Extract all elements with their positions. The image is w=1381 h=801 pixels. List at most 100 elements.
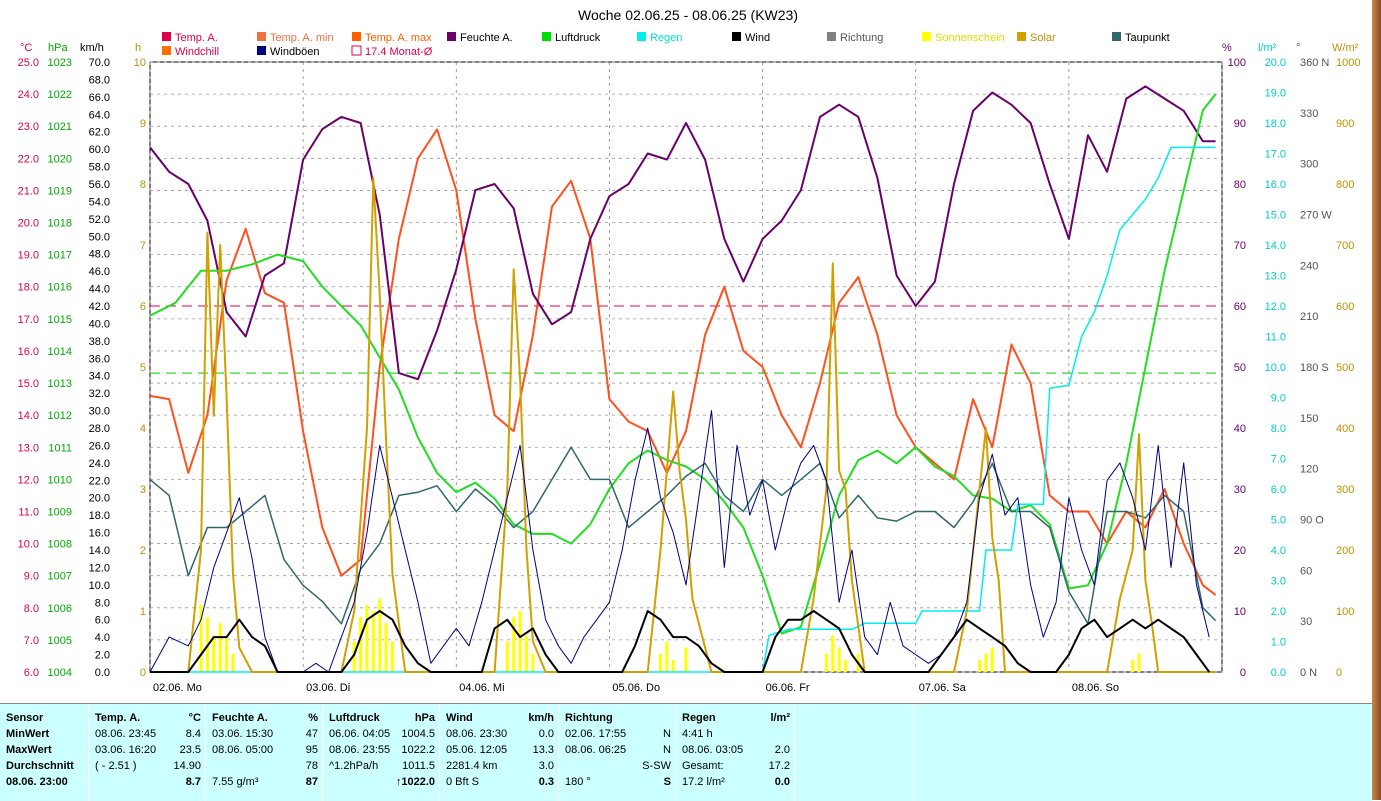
y-tick-temp: 25.0 [18, 57, 39, 69]
temp-max-time: 03.06. 16:20 [95, 744, 157, 756]
y-tick-h: 6 [140, 301, 146, 313]
x-tick-label: 05.06. Do [612, 682, 660, 694]
legend-taupunkt: Taupunkt [1125, 32, 1170, 44]
temp-avg-value: 14.90 [173, 760, 201, 772]
regen-current-extra: 17.2 l/m² [682, 776, 725, 788]
y-tick-kmh: 52.0 [89, 214, 110, 226]
y-tick-deg: 270 W [1300, 210, 1332, 222]
sunshine-bar [390, 641, 394, 672]
sunshine-bar [671, 659, 675, 672]
y-tick-wm2: 700 [1336, 240, 1354, 252]
y-tick-kmh: 44.0 [89, 284, 110, 296]
wind-unit: km/h [528, 712, 554, 724]
grid [149, 61, 1223, 673]
y-tick-hpa: 1011 [48, 442, 72, 454]
sensor-max: MaxWert [6, 744, 52, 756]
y-tick-temp: 19.0 [18, 250, 39, 262]
y-tick-h: 1 [140, 606, 146, 618]
regen-total-label: Gesamt: [682, 760, 724, 772]
feuchte-avg-value: 78 [305, 760, 318, 772]
axis-unit-deg: ° [1296, 42, 1300, 54]
druck-current-value: ↑1022.0 [395, 776, 435, 788]
y-tick-kmh: 50.0 [89, 231, 110, 243]
legend-richtung: Richtung [840, 32, 883, 44]
y-tick-h: 9 [140, 118, 146, 130]
y-tick-wm2: 1000 [1336, 57, 1360, 69]
y-tick-wm2: 600 [1336, 301, 1354, 313]
sunshine-bar [1137, 653, 1141, 672]
weather-chart: Woche 02.06.25 - 08.06.25 (KW23) Temp. A… [17, 7, 1361, 694]
legend-wind: Wind [745, 32, 770, 44]
y-tick-pct: 0 [1240, 667, 1246, 679]
legend-swatch-feuchte [447, 32, 456, 41]
sunshine-bar [512, 617, 516, 672]
feuchte-min-time: 03.06. 15:30 [212, 728, 274, 740]
y-tick-hpa: 1006 [48, 603, 72, 615]
druck-unit: hPa [414, 712, 435, 724]
regen-head: Regen [682, 712, 716, 724]
sunshine-bar [831, 635, 835, 672]
sunshine-bar [231, 653, 235, 672]
y-tick-lm2: 11.0 [1265, 332, 1286, 344]
y-tick-pct: 40 [1234, 423, 1246, 435]
axis-unit-wm2: W/m² [1332, 42, 1359, 54]
sunshine-bar [531, 653, 535, 672]
y-tick-kmh: 62.0 [89, 127, 110, 139]
stats-col-druck: Luftdruck hPa 06.06. 04:05 1004.5 08.06. 2… [323, 704, 440, 801]
y-tick-kmh: 24.0 [89, 458, 110, 470]
sunshine-bars [199, 598, 1141, 672]
y-tick-hpa: 1004 [48, 667, 72, 679]
y-tick-temp: 21.0 [18, 185, 39, 197]
temp-max-value: 23.5 [179, 744, 201, 756]
y-tick-hpa: 1022 [48, 89, 72, 101]
sunshine-bar [505, 641, 509, 672]
y-tick-deg: 240 [1300, 260, 1318, 272]
temp-avg-extra: ( - 2.51 ) [95, 760, 137, 772]
y-tick-pct: 70 [1234, 240, 1246, 252]
temp-head: Temp. A. [95, 712, 141, 724]
wind-min-value: 0.0 [538, 728, 554, 740]
y-tick-hpa: 1023 [48, 57, 72, 69]
feuchte-max-value: 95 [305, 744, 318, 756]
y-tick-kmh: 0.0 [95, 667, 110, 679]
y-tick-hpa: 1014 [48, 346, 72, 358]
x-tick-label: 02.06. Mo [153, 682, 202, 694]
y-tick-lm2: 9.0 [1271, 393, 1286, 405]
series-line-feuchte-a- [149, 85, 1216, 381]
axis-unit-temp: °C [20, 42, 32, 54]
legend-swatch-luftdruck [542, 32, 551, 41]
y-tick-wm2: 100 [1336, 606, 1354, 618]
richtung-current-value: S [663, 776, 671, 788]
temp-unit: °C [188, 712, 201, 724]
y-tick-kmh: 14.0 [89, 545, 110, 557]
legend-swatch-regen [637, 32, 646, 41]
y-tick-deg: 180 S [1300, 362, 1329, 374]
sunshine-bar [371, 611, 375, 672]
y-tick-kmh: 68.0 [89, 74, 110, 86]
y-tick-lm2: 3.0 [1271, 576, 1286, 588]
y-tick-temp: 18.0 [18, 282, 39, 294]
y-tick-kmh: 16.0 [89, 528, 110, 540]
y-tick-h: 4 [140, 423, 146, 435]
sunshine-bar [365, 604, 369, 672]
y-tick-kmh: 22.0 [89, 475, 110, 487]
feuchte-min-value: 47 [305, 728, 318, 740]
y-tick-temp: 10.0 [18, 539, 39, 551]
y-tick-kmh: 46.0 [89, 266, 110, 278]
legend-feuchte: Feuchte A. [460, 32, 513, 44]
y-tick-lm2: 14.0 [1265, 240, 1286, 252]
y-tick-hpa: 1015 [48, 314, 72, 326]
sunshine-bar [837, 647, 841, 672]
y-tick-temp: 16.0 [18, 346, 39, 358]
sunshine-bar [684, 647, 688, 672]
y-tick-kmh: 12.0 [89, 562, 110, 574]
y-tick-pct: 30 [1234, 484, 1246, 496]
y-tick-hpa: 1021 [48, 121, 72, 133]
y-tick-lm2: 12.0 [1265, 301, 1286, 313]
legend-luftdruck: Luftdruck [555, 32, 601, 44]
y-tick-lm2: 8.0 [1271, 423, 1286, 435]
axis-unit-lm2: l/m² [1258, 42, 1277, 54]
legend-solar: Solar [1030, 32, 1056, 44]
sunshine-bar [384, 623, 388, 672]
wind-current-value: 0.3 [538, 776, 554, 788]
